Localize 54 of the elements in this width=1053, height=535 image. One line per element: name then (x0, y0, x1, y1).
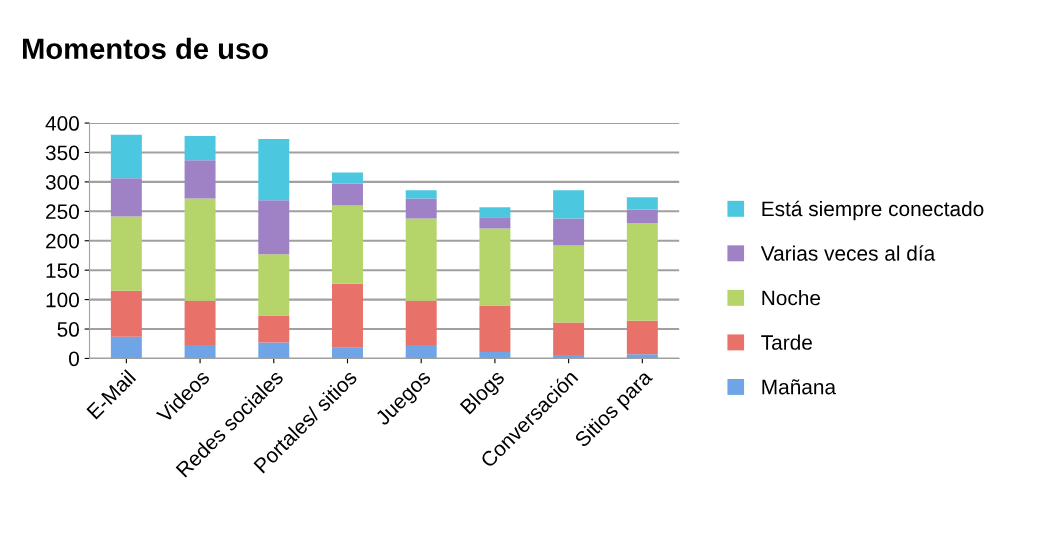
y-tick-label: 250 (46, 204, 79, 220)
y-tick-label: 0 (69, 351, 79, 367)
bar (258, 138, 290, 201)
bar (332, 172, 363, 184)
bar (110, 216, 142, 291)
bar (110, 134, 142, 179)
bar (626, 197, 658, 210)
legend-label: Tarde (761, 334, 812, 350)
bar (479, 305, 511, 352)
bar (479, 217, 511, 229)
bar (258, 315, 290, 343)
bar (553, 190, 585, 219)
bar (479, 351, 511, 359)
bar (405, 198, 437, 219)
bar (553, 322, 585, 355)
bar (184, 344, 216, 359)
y-tick-label: 300 (45, 174, 79, 190)
bar (405, 218, 437, 301)
y-tick-label: 200 (46, 233, 79, 249)
bar (258, 200, 290, 255)
bar (626, 223, 658, 321)
bar (405, 344, 437, 359)
bar (110, 336, 142, 359)
y-tick-label: 400 (45, 116, 79, 131)
y-tick-label: 100 (46, 292, 79, 308)
bar (332, 283, 363, 348)
bar (110, 290, 142, 337)
bar (479, 207, 511, 218)
bar (405, 300, 437, 345)
bar (258, 342, 290, 359)
bar (626, 320, 658, 355)
legend-label: Varias veces al día (760, 245, 936, 261)
bar (184, 160, 216, 199)
bar (332, 347, 363, 359)
bar (258, 254, 290, 316)
y-tick-label: 350 (45, 145, 79, 161)
y-tick-label: 50 (57, 322, 79, 337)
bar (184, 300, 216, 345)
legend-label: Noche (762, 290, 821, 306)
bar (553, 245, 585, 323)
y-tick-label: 150 (46, 263, 79, 278)
legend-label: Mañana (762, 379, 837, 395)
bar (332, 183, 363, 206)
bar (626, 354, 658, 359)
bar (110, 178, 142, 217)
bar (479, 228, 511, 306)
bar (626, 209, 658, 224)
legend-label: Está siempre conectado (762, 200, 984, 221)
bar (332, 205, 363, 284)
bar (184, 136, 216, 161)
bar (553, 218, 585, 246)
chart-title: Momentos de uso (23, 37, 268, 60)
bar (184, 198, 216, 301)
bar (405, 190, 437, 199)
